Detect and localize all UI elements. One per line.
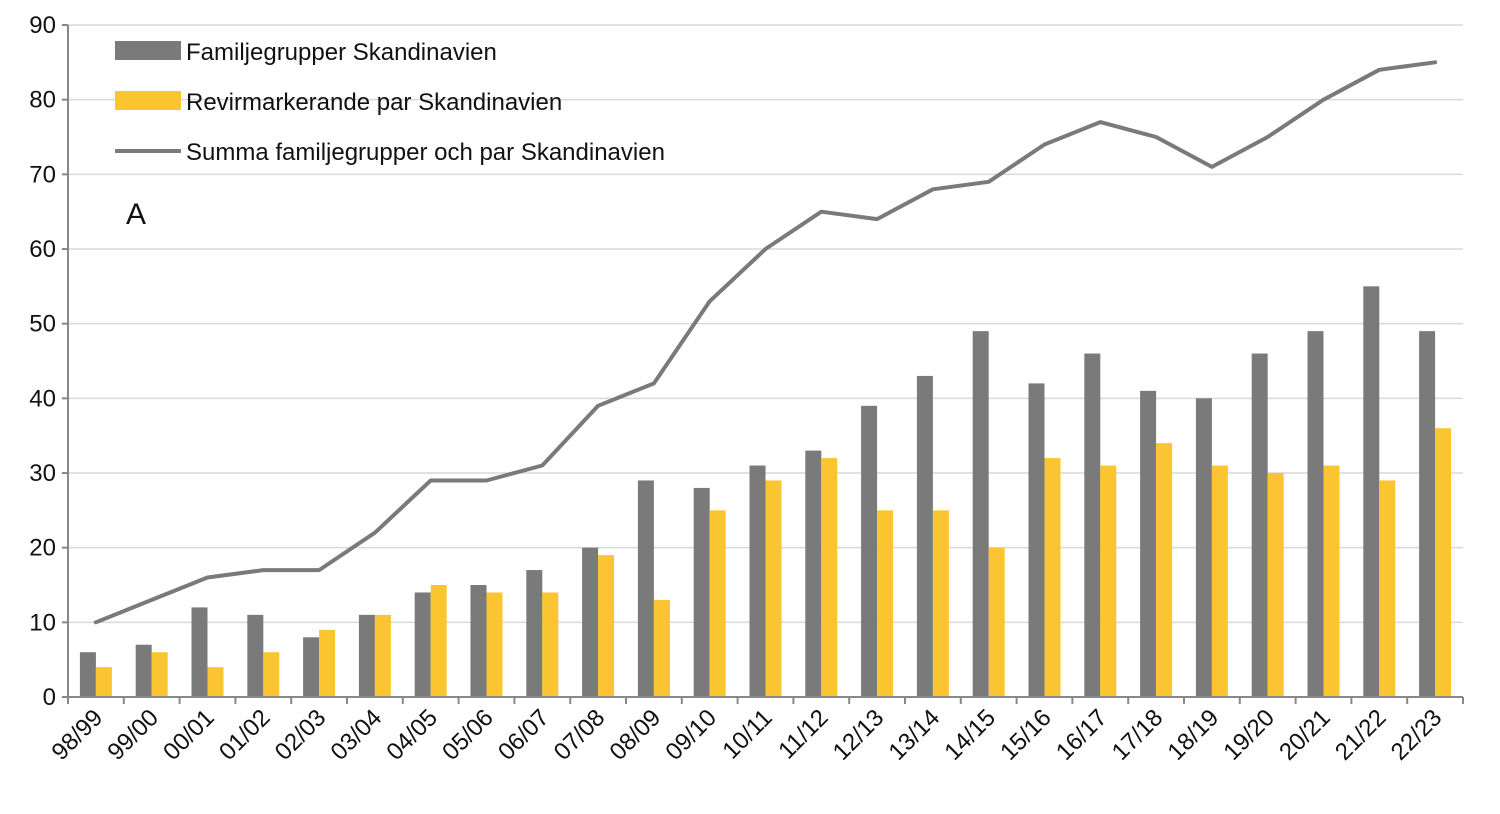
x-tick-label: 20/21 [1274, 704, 1336, 766]
bar-familjegrupper-02-03 [303, 637, 320, 697]
bar-revirmarkerande-17-18 [1156, 443, 1173, 697]
y-tick-label: 70 [29, 161, 56, 188]
bar-revirmarkerande-12-13 [877, 510, 894, 697]
bar-revirmarkerande-22-23 [1435, 428, 1452, 697]
x-tick-label: 05/06 [437, 704, 499, 766]
y-tick-labels: 0 10 20 30 40 50 60 70 80 90 [29, 12, 56, 711]
x-tick-label: 98/99 [47, 704, 109, 766]
bar-revirmarkerande-98-99 [95, 667, 112, 697]
x-tick-label: 16/17 [1051, 704, 1113, 766]
bar-revirmarkerande-09-10 [709, 510, 726, 697]
y-tick-label: 10 [29, 609, 56, 636]
legend-swatch-familjegrupper [115, 41, 181, 60]
bar-familjegrupper-04-05 [414, 592, 431, 697]
bar-familjegrupper-22-23 [1419, 331, 1436, 697]
x-tick-label: 01/02 [214, 704, 276, 766]
x-tick-label: 07/08 [549, 704, 611, 766]
y-tick-label: 80 [29, 87, 56, 114]
bar-revirmarkerande-00-01 [207, 667, 224, 697]
x-tick-label: 04/05 [381, 704, 443, 766]
x-tick-label: 06/07 [493, 704, 555, 766]
x-tick-label: 00/01 [158, 704, 220, 766]
panel-label: A [126, 198, 146, 231]
bar-familjegrupper-11-12 [805, 450, 822, 697]
bar-familjegrupper-05-06 [470, 585, 487, 697]
x-tick-label: 19/20 [1218, 704, 1280, 766]
y-tick-label: 40 [29, 385, 56, 412]
bar-revirmarkerande-07-08 [598, 555, 615, 697]
bar-familjegrupper-13-14 [916, 375, 933, 697]
bar-familjegrupper-10-11 [749, 465, 766, 697]
x-tick-label: 18/19 [1163, 704, 1225, 766]
x-tick-label: 14/15 [939, 704, 1001, 766]
bar-revirmarkerande-15-16 [1044, 458, 1061, 697]
x-tick-label: 15/16 [995, 704, 1057, 766]
bar-familjegrupper-03-04 [358, 614, 375, 697]
axes [62, 24, 1464, 704]
bar-familjegrupper-20-21 [1307, 331, 1324, 697]
bar-revirmarkerande-02-03 [319, 629, 336, 697]
x-tick-label: 13/14 [884, 704, 946, 766]
bar-familjegrupper-01-02 [247, 614, 264, 697]
bar-revirmarkerande-05-06 [486, 592, 503, 697]
x-tick-label: 99/00 [102, 704, 164, 766]
legend: Familjegrupper Skandinavien Revirmarkera… [115, 39, 665, 166]
bar-revirmarkerande-16-17 [1100, 465, 1117, 697]
bar-familjegrupper-06-07 [526, 570, 543, 697]
bar-familjegrupper-18-19 [1195, 398, 1212, 697]
x-tick-label: 08/09 [605, 704, 667, 766]
bar-familjegrupper-07-08 [582, 547, 599, 697]
bar-revirmarkerande-01-02 [263, 652, 280, 697]
bar-familjegrupper-98-99 [79, 652, 96, 697]
x-tick-label: 22/23 [1386, 704, 1448, 766]
bar-revirmarkerande-10-11 [765, 480, 782, 697]
bar-familjegrupper-14-15 [972, 331, 989, 697]
bar-revirmarkerande-03-04 [374, 614, 391, 697]
bar-familjegrupper-09-10 [693, 487, 710, 697]
x-tick-label: 10/11 [717, 704, 777, 764]
y-tick-label: 20 [29, 535, 56, 562]
bar-familjegrupper-21-22 [1363, 286, 1380, 697]
x-tick-label: 11/12 [773, 704, 833, 764]
x-tick-label: 02/03 [270, 704, 332, 766]
bar-familjegrupper-08-09 [637, 480, 654, 697]
y-tick-label: 50 [29, 311, 56, 338]
bar-revirmarkerande-19-20 [1267, 473, 1284, 697]
bar-familjegrupper-00-01 [191, 607, 208, 697]
x-tick-labels: 98/9999/0000/0101/0202/0303/0404/0505/06… [47, 704, 1448, 766]
bar-familjegrupper-12-13 [861, 405, 878, 697]
y-tick-label: 0 [43, 684, 56, 711]
bar-revirmarkerande-14-15 [988, 547, 1005, 697]
bar-familjegrupper-16-17 [1084, 353, 1101, 697]
bar-revirmarkerande-13-14 [932, 510, 949, 697]
legend-label-summa: Summa familjegrupper och par Skandinavie… [186, 139, 665, 166]
legend-label-revirmarkerande: Revirmarkerande par Skandinavien [186, 89, 562, 116]
x-tick-label: 03/04 [326, 704, 388, 766]
y-tick-label: 30 [29, 460, 56, 487]
bar-revirmarkerande-11-12 [821, 458, 838, 697]
bar-revirmarkerande-08-09 [653, 599, 670, 697]
bar-familjegrupper-99-00 [135, 644, 152, 697]
bar-familjegrupper-19-20 [1251, 353, 1268, 697]
bar-revirmarkerande-20-21 [1323, 465, 1340, 697]
legend-label-familjegrupper: Familjegrupper Skandinavien [186, 39, 497, 66]
total-line [93, 60, 1438, 625]
bar-familjegrupper-17-18 [1140, 390, 1157, 697]
bar-revirmarkerande-04-05 [430, 585, 447, 697]
bar-revirmarkerande-21-22 [1379, 480, 1396, 697]
bar-revirmarkerande-18-19 [1211, 465, 1228, 697]
bar-revirmarkerande-99-00 [151, 652, 168, 697]
bar-familjegrupper-15-16 [1028, 383, 1045, 697]
x-tick-label: 09/10 [660, 704, 722, 766]
y-tick-label: 60 [29, 236, 56, 263]
legend-swatch-revirmarkerande [115, 91, 181, 110]
x-tick-label: 17/18 [1107, 704, 1169, 766]
y-tick-label: 90 [29, 12, 56, 39]
bars [79, 286, 1452, 697]
bar-revirmarkerande-06-07 [542, 592, 559, 697]
x-tick-label: 12/13 [828, 704, 890, 766]
x-tick-label: 21/22 [1330, 704, 1392, 766]
